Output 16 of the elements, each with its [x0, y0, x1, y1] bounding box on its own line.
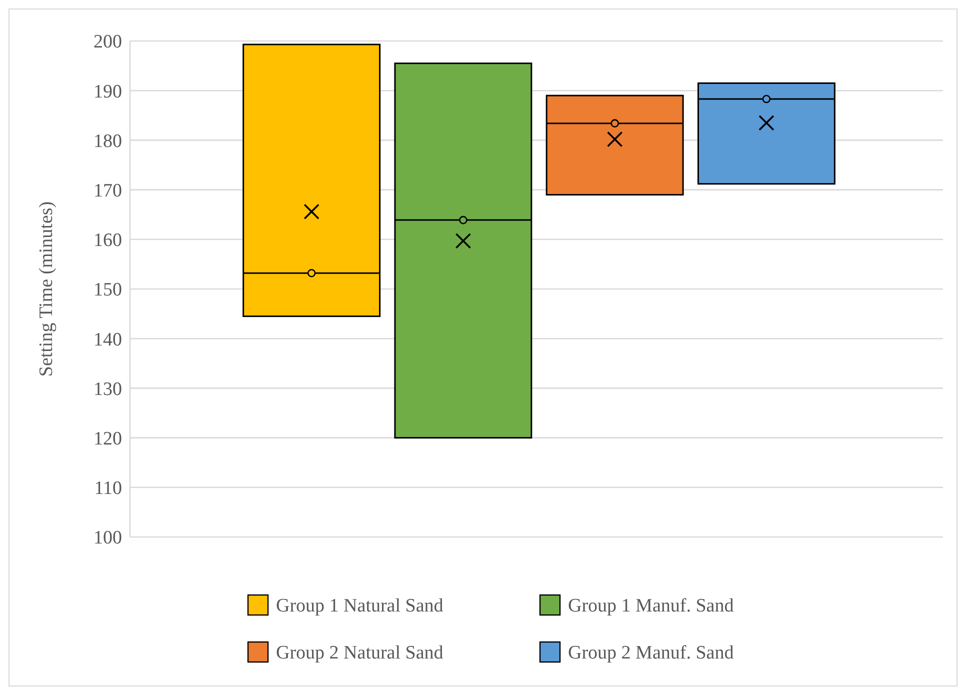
y-tick-label: 130	[94, 378, 122, 400]
legend-label: Group 1 Manuf. Sand	[568, 596, 734, 617]
y-tick-label: 120	[94, 428, 122, 450]
y-axis-title: Setting Time (minutes)	[36, 201, 57, 377]
y-tick-label: 140	[94, 329, 122, 350]
y-tick-label: 110	[94, 478, 122, 500]
legend-label: Group 1 Natural Sand	[276, 596, 444, 617]
y-tick-label: 180	[94, 130, 122, 152]
y-tick-label: 190	[94, 81, 122, 102]
legend-label: Group 2 Manuf. Sand	[568, 642, 734, 664]
y-tick-label: 100	[94, 528, 122, 549]
y-tick-label: 200	[94, 32, 122, 53]
y-tick-label: 160	[94, 230, 122, 252]
legend-label: Group 2 Natural Sand	[276, 642, 444, 664]
y-tick-label: 150	[94, 280, 122, 301]
y-tick-label: 170	[94, 180, 122, 202]
